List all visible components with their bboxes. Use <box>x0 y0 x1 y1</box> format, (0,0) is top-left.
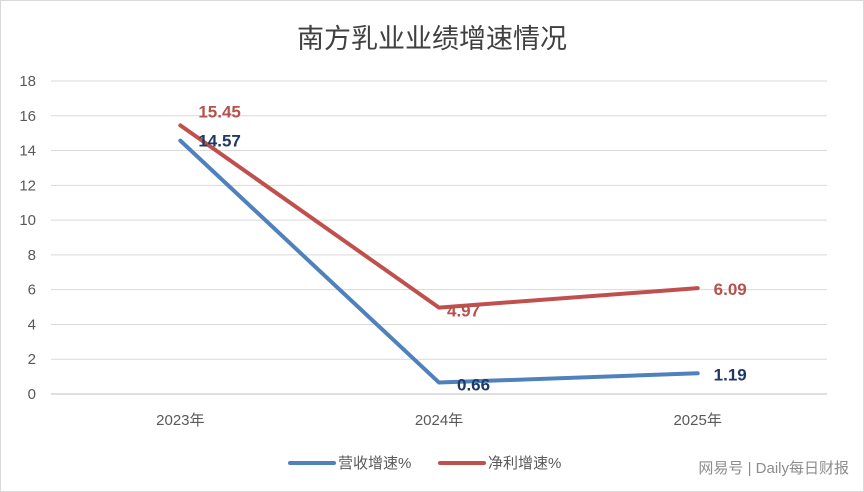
legend-label: 净利增速% <box>488 455 561 472</box>
x-tick-label: 2023年 <box>156 412 204 429</box>
data-label: 6.09 <box>714 280 747 299</box>
data-label: 0.66 <box>457 376 490 395</box>
y-tick-label: 18 <box>19 73 36 90</box>
data-label: 14.57 <box>198 132 241 151</box>
y-tick-label: 2 <box>28 351 36 368</box>
legend: 营收增速% 净利增速% <box>288 455 561 472</box>
y-tick-label: 4 <box>28 316 36 333</box>
data-label: 15.45 <box>198 102 241 121</box>
y-tick-label: 8 <box>28 247 36 264</box>
series-line-2 <box>178 123 700 310</box>
gridlines <box>51 80 827 395</box>
data-label: 1.19 <box>714 365 747 384</box>
y-tick-label: 0 <box>28 386 36 403</box>
series-line-1 <box>178 138 700 385</box>
data-label: 4.97 <box>447 302 480 321</box>
legend-label: 营收增速% <box>338 455 411 472</box>
watermark-text: 网易号 | Daily每日财报 <box>698 460 849 477</box>
y-tick-label: 6 <box>28 282 36 299</box>
chart-title: 南方乳业业绩增速情况 <box>297 24 567 55</box>
y-tick-label: 12 <box>19 177 36 194</box>
y-axis-ticks: 0 2 4 6 8 10 12 14 16 18 <box>19 73 36 403</box>
y-tick-label: 10 <box>19 212 36 229</box>
data-labels: 14.57 0.66 1.19 15.45 4.97 6.09 <box>198 102 746 394</box>
x-tick-label: 2025年 <box>673 412 721 429</box>
x-tick-label: 2024年 <box>415 412 463 429</box>
y-tick-label: 14 <box>19 143 36 160</box>
series-lines <box>178 123 700 385</box>
y-tick-label: 16 <box>19 108 36 125</box>
x-axis-ticks: 2023年 2024年 2025年 <box>156 412 722 429</box>
